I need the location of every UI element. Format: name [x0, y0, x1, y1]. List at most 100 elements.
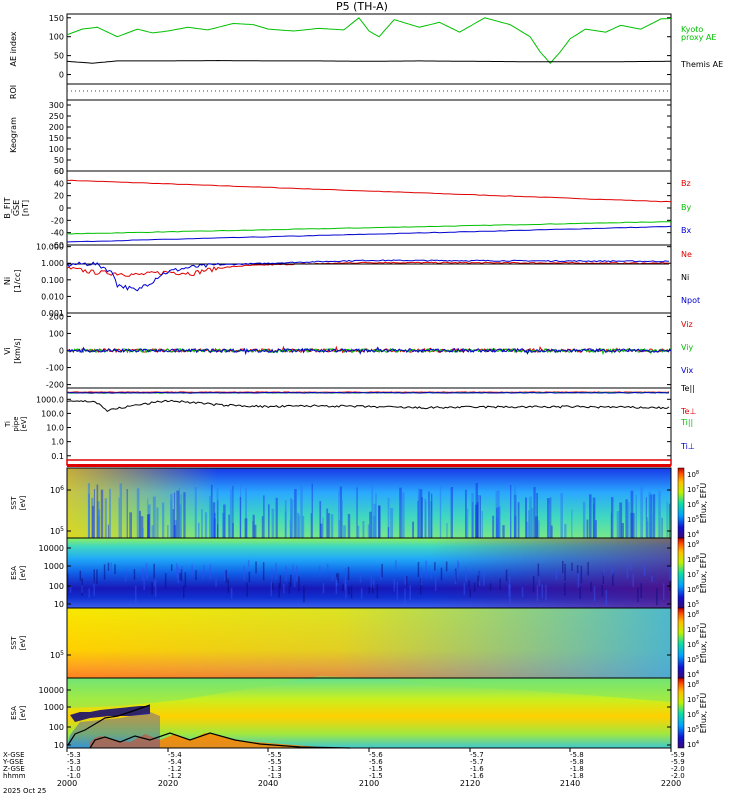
sst-stripe [652, 494, 656, 538]
xaxis-column-value: -1.5 [369, 765, 383, 773]
esa-electron-stripe [465, 567, 467, 583]
sst-stripe [428, 491, 430, 538]
legend-ni: Ni [681, 273, 689, 282]
sst-stripe [229, 489, 233, 538]
xaxis-column-value: -5.4 [168, 751, 182, 759]
sst-stripe [284, 500, 287, 538]
bfield-ytick-label: 20 [54, 192, 64, 201]
esa-electron-stripe [271, 568, 273, 580]
sst-stripe [497, 507, 501, 538]
esa-electron-stripe [509, 585, 511, 603]
esa-electron-stripe [445, 561, 448, 572]
velocity-ytick-label: -200 [46, 381, 64, 390]
esa-electron-stripe [342, 584, 344, 592]
esa-electron-stripe [538, 579, 541, 587]
esa-electron-stripe [142, 567, 144, 581]
esa-electron-stripe [580, 565, 583, 584]
sst-stripe [141, 527, 144, 538]
sst-stripe [450, 487, 453, 538]
sst-ion-overlay [67, 608, 671, 678]
esa-electron-stripe [379, 568, 382, 581]
xaxis-time-label: 2100 [359, 779, 379, 788]
sst-stripe [107, 524, 110, 538]
sst-stripe [550, 525, 553, 538]
temperature-ylabel-line: Ti [4, 421, 12, 428]
sst-stripe [475, 483, 478, 538]
sst-stripe [378, 505, 381, 538]
sst_ion-colorbar-tick: 107 [687, 625, 699, 634]
sst-stripe [356, 487, 358, 538]
bfield-ytick-label: 60 [54, 167, 64, 176]
sst-stripe [536, 493, 538, 538]
esa-electron-stripe [336, 573, 338, 580]
esa-electron-stripe [145, 563, 148, 578]
sst-stripe [339, 486, 342, 538]
keogram-ytick-label: 100 [49, 145, 64, 154]
density-ytick-label: 1.000 [41, 259, 64, 268]
esa-electron-stripe [345, 583, 347, 599]
xaxis-column-value: -5.8 [570, 751, 584, 759]
sst-stripe [151, 525, 154, 538]
esa-electron-stripe [469, 589, 471, 598]
legend-ti-par: Ti|| [680, 418, 693, 427]
esa-electron-stripe [434, 576, 437, 591]
esa-electron-stripe [536, 585, 539, 601]
sst_ion-colorbar-tick: 108 [687, 610, 699, 619]
esa-electron-stripe [285, 565, 287, 582]
sst-stripe [582, 501, 586, 538]
ae-panel-frame [66, 13, 672, 85]
sst-stripe [338, 519, 340, 538]
esa_ion-colorbar-tick: 108 [687, 680, 699, 689]
xaxis-column-value: -1.2 [168, 772, 182, 780]
sst-stripe [327, 513, 330, 538]
xaxis-time-label: 2000 [57, 779, 77, 788]
sst-stripe [311, 483, 313, 538]
sst-stripe [481, 511, 483, 538]
sst-stripe [210, 484, 213, 538]
legend-bz: Bz [681, 179, 691, 188]
sst_elec-colorbar-tick: 106 [687, 500, 699, 509]
esa-electron-stripe [370, 571, 373, 588]
sst-stripe [129, 512, 132, 538]
esa-electron-stripe [499, 578, 501, 591]
sst-stripe [294, 489, 297, 538]
sst-stripe [319, 501, 322, 538]
sst-stripe [140, 516, 144, 538]
legend-kyoto: Kyoto [681, 25, 703, 34]
sst-stripe [593, 518, 596, 538]
esa-electron-stripe [114, 564, 116, 574]
velocity-ylabel-line: Vi [3, 347, 12, 355]
temperature-ylabel-line: pipe [12, 416, 20, 431]
esa-electron-stripe [555, 569, 558, 581]
esa-electron-stripe [246, 582, 248, 597]
ae-series-kyoto-proxy-ae [66, 17, 672, 64]
esa_ion-colorbar-tick: 105 [687, 725, 699, 734]
velocity-ytick-label: -100 [46, 364, 64, 373]
esa-electron-stripe [176, 563, 178, 578]
sst-stripe [517, 502, 520, 538]
velocity-ytick-label: 0 [59, 347, 64, 356]
esa-electron-stripe [360, 587, 363, 599]
sst-stripe [109, 488, 111, 538]
xaxis-column-value: -5.9 [671, 758, 685, 766]
sst_ion-ylabel-line: [eV] [19, 635, 27, 650]
sst_elec-colorbar-tick: 107 [687, 485, 699, 494]
esa-electron-stripe [605, 589, 608, 606]
esa-electron-stripe [457, 560, 459, 578]
keogram-panel-frame [66, 99, 672, 172]
xaxis-column-value: -2.0 [671, 772, 685, 780]
esa-electron-stripe [359, 572, 362, 583]
sst-stripe [217, 524, 219, 538]
temperature-ytick-label: 0.1 [51, 452, 64, 461]
esa_ion-ytick-label: 1000 [44, 703, 64, 712]
sst-stripe [271, 508, 275, 538]
esa-electron-stripe [203, 564, 205, 575]
sst_ion-colorbar-tick: 106 [687, 640, 699, 649]
xaxis-column-value: -1.2 [168, 765, 182, 773]
sst-stripe [471, 492, 474, 538]
esa-electron-stripe [577, 573, 580, 588]
esa-electron-stripe [151, 581, 153, 595]
ae-ytick-label: 150 [49, 14, 64, 23]
esa_ion-ytick-label: 10000 [39, 686, 64, 695]
legend-viy: Viy [681, 343, 694, 352]
